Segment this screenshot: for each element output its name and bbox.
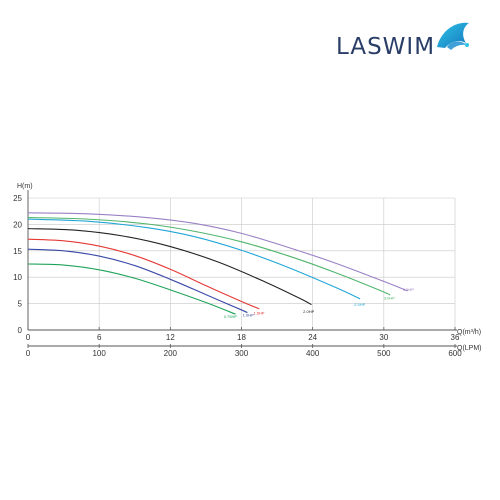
chart-axes xyxy=(27,190,457,348)
brand-name: LASWIM xyxy=(336,34,436,60)
series-label-0-75hp: 0.75HP xyxy=(224,314,238,319)
series-line-2-5hp xyxy=(27,218,361,300)
y-axis-title: H(m) xyxy=(17,183,33,190)
y-tick-label: 15 xyxy=(13,247,22,256)
x2-tick-label: 300 xyxy=(235,349,249,358)
x-tick-label: 24 xyxy=(308,333,317,342)
series-label-2-0hp: 2.0HP xyxy=(303,309,314,314)
x-tick-label: 36 xyxy=(451,333,460,342)
y-tick-label: 5 xyxy=(18,300,23,309)
x-axis-title-primary: Q(m³/h) xyxy=(457,329,481,336)
wave-shell-icon xyxy=(437,22,470,50)
series-label-3-0hp: 3.0HP xyxy=(384,295,395,300)
x-axis-title-secondary: Q(LPM) xyxy=(457,345,482,352)
x-tick-label: 0 xyxy=(26,333,31,342)
brand-logo: LASWIM xyxy=(336,18,475,60)
series-line-3-0hp xyxy=(27,216,391,296)
x2-tick-label: 0 xyxy=(26,349,31,358)
series-label-1-5hp: 1.5HP xyxy=(253,311,264,316)
series-line-2-0hp xyxy=(27,228,312,306)
y-tick-label: 25 xyxy=(13,194,22,203)
series-line-0-75hp xyxy=(27,263,236,315)
x2-tick-label: 600 xyxy=(448,349,462,358)
series-line-1-0hp xyxy=(27,248,248,314)
x2-tick-label: 500 xyxy=(377,349,391,358)
chart-tick-labels: 0 5 10 15 20 25 0 6 12 18 24 30 36 0 100 200 300 400 500 60… xyxy=(13,194,462,358)
y-tick-label: 20 xyxy=(13,220,22,229)
x2-tick-label: 200 xyxy=(164,349,178,358)
series-label-3-5hp: 3.5HP xyxy=(403,287,414,292)
y-tick-label: 0 xyxy=(18,326,23,335)
x2-tick-label: 400 xyxy=(306,349,320,358)
chart-series: 0.75HP 1.0HP 1.5HP 2.0HP 2.5HP 3.0HP 3.5HP xyxy=(27,212,414,319)
series-label-1-0hp: 1.0HP xyxy=(243,312,254,317)
y-tick-label: 10 xyxy=(13,273,22,282)
x-tick-label: 6 xyxy=(97,333,102,342)
x-tick-label: 18 xyxy=(237,333,246,342)
x-tick-label: 30 xyxy=(379,333,388,342)
x-tick-label: 12 xyxy=(166,333,175,342)
series-line-3-5hp xyxy=(27,212,408,292)
series-label-2-5hp: 2.5HP xyxy=(354,302,365,307)
series-line-1-5hp xyxy=(27,238,260,310)
x2-tick-label: 100 xyxy=(92,349,106,358)
